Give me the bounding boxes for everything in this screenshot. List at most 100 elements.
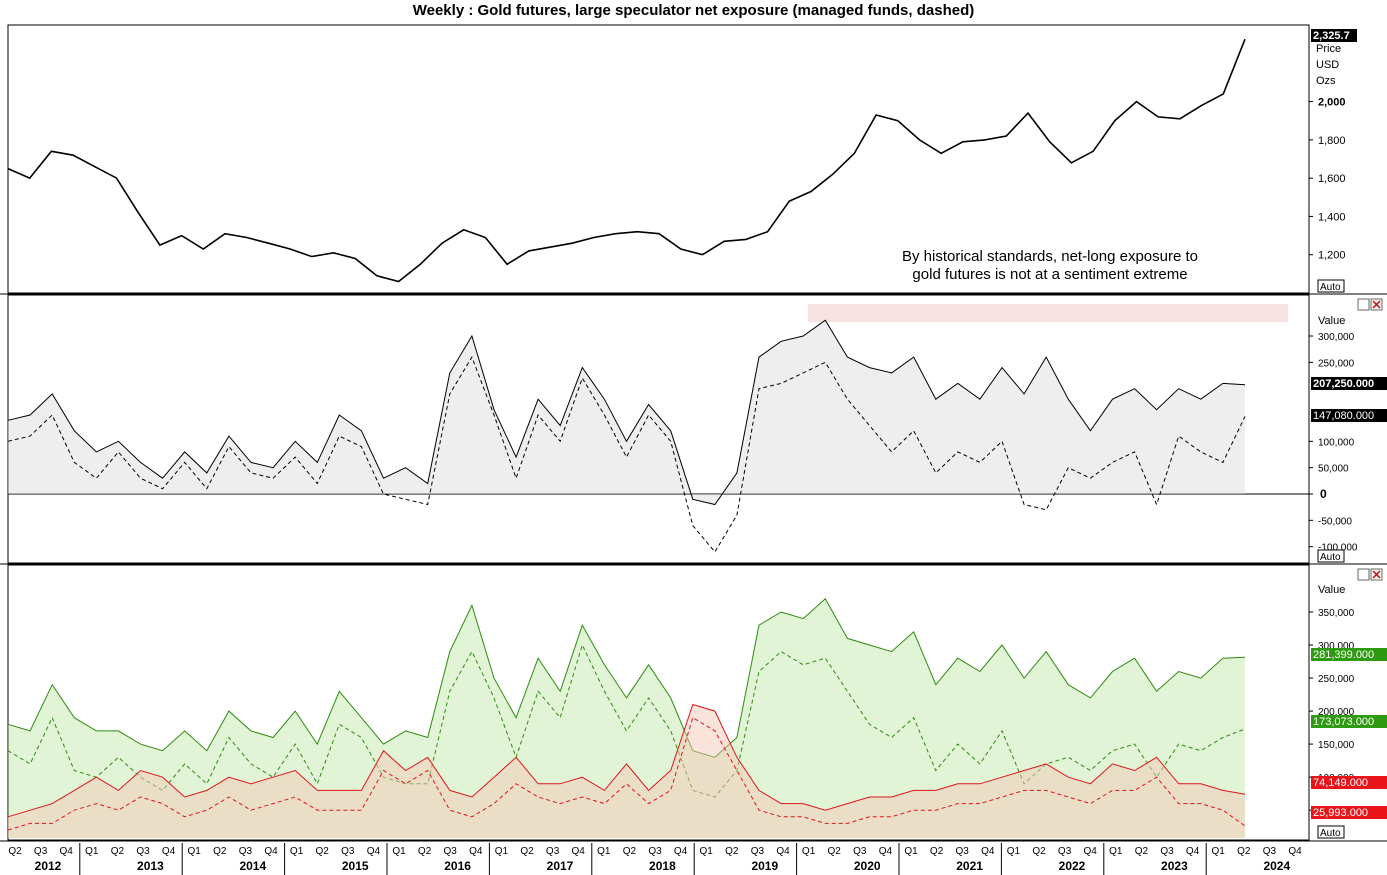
price-axis-header: Ozs: [1316, 75, 1336, 87]
price-y-tick-label: 1,200: [1318, 250, 1346, 262]
price-y-tick-label: 2,000: [1318, 97, 1346, 109]
ls-y-tick-label: 150,000: [1318, 740, 1355, 751]
x-quarter-label: Q3: [136, 846, 150, 857]
price-line: [7, 38, 1246, 283]
x-quarter-label: Q3: [648, 846, 662, 857]
x-quarter-label: Q4: [572, 846, 586, 857]
x-quarter-label: Q1: [1212, 846, 1226, 857]
x-year-label: 2018: [649, 859, 676, 873]
price-last-badge: [1311, 29, 1357, 42]
x-quarter-label: Q1: [290, 846, 304, 857]
x-quarter-label: Q3: [751, 846, 765, 857]
x-quarter-label: Q4: [162, 846, 176, 857]
net-y-tick-label: 250,000: [1318, 358, 1355, 369]
x-quarter-label: Q4: [981, 846, 995, 857]
short-dashed-line: [7, 716, 1246, 831]
close-icon-cross: [1372, 570, 1381, 579]
x-year-label: 2024: [1263, 859, 1290, 873]
auto-label: Auto: [1320, 552, 1341, 563]
x-quarter-label: Q1: [392, 846, 406, 857]
x-quarter-label: Q3: [546, 846, 560, 857]
close-icon-cross: [1372, 300, 1381, 309]
x-quarter-label: Q4: [1186, 846, 1200, 857]
annotation-line-2: gold futures is not at a sentiment extre…: [912, 266, 1188, 283]
auto-button: [1317, 825, 1345, 839]
x-quarter-label: Q2: [623, 846, 637, 857]
x-quarter-label: Q3: [341, 846, 355, 857]
x-year-label: 2013: [137, 859, 164, 873]
price-axis-header: Price: [1316, 43, 1341, 55]
x-quarter-label: Q3: [34, 846, 48, 857]
ls-axis-header: Value: [1318, 584, 1345, 596]
price-axis-header: USD: [1316, 59, 1339, 71]
x-quarter-label: Q4: [367, 846, 381, 857]
x-quarter-label: Q2: [1032, 846, 1046, 857]
x-quarter-label: Q2: [213, 846, 227, 857]
net-badge-label: 207,250.000: [1313, 378, 1374, 390]
ls-badge-label: 74,149.000: [1313, 777, 1368, 789]
ls-badge: [1311, 715, 1387, 728]
maximize-icon: [1357, 298, 1370, 311]
x-quarter-label: Q4: [879, 846, 893, 857]
x-quarter-label: Q4: [1084, 846, 1098, 857]
annotation-line-1: By historical standards, net-long exposu…: [902, 248, 1198, 265]
long-area-fill: [8, 598, 1245, 838]
net-badge-large-spec: [1311, 377, 1387, 390]
price-y-tick-label: 1,800: [1318, 135, 1346, 147]
net-badge-managed: [1311, 409, 1387, 422]
x-quarter-label: Q2: [8, 846, 22, 857]
ls-badge: [1311, 776, 1387, 789]
auto-button: [1317, 279, 1345, 293]
ls-badge-label: 281,399.000: [1313, 649, 1374, 661]
x-quarter-label: Q4: [264, 846, 278, 857]
net-y-tick-label: 300,000: [1318, 332, 1355, 343]
x-quarter-label: Q1: [188, 846, 202, 857]
extreme-zone: [808, 304, 1288, 322]
x-quarter-label: Q1: [1109, 846, 1123, 857]
x-quarter-label: Q4: [469, 846, 483, 857]
net-y-tick-label: 0: [1320, 487, 1327, 501]
auto-label: Auto: [1320, 282, 1341, 293]
ls-y-tick-label: 300,000: [1318, 641, 1355, 652]
x-quarter-label: Q2: [1135, 846, 1149, 857]
net-y-tick-label: -100,000: [1318, 543, 1358, 554]
ls-y-tick-label: 200,000: [1318, 707, 1355, 718]
x-year-label: 2012: [35, 859, 62, 873]
x-quarter-label: Q4: [1288, 846, 1302, 857]
x-quarter-label: Q2: [1237, 846, 1251, 857]
net-y-tick-label: -50,000: [1318, 516, 1352, 527]
x-quarter-label: Q2: [828, 846, 842, 857]
x-quarter-label: Q4: [674, 846, 688, 857]
chart-title: Weekly : Gold futures, large speculator …: [412, 2, 975, 19]
x-year-label: 2023: [1161, 859, 1188, 873]
x-quarter-label: Q1: [85, 846, 99, 857]
x-quarter-label: Q2: [930, 846, 944, 857]
x-year-label: 2020: [854, 859, 881, 873]
price-y-tick-label: 1,600: [1318, 173, 1346, 185]
price-y-tick-label: 1,400: [1318, 211, 1346, 223]
price-last-value: 2,325.7: [1313, 30, 1350, 42]
x-quarter-label: Q1: [495, 846, 509, 857]
net-y-tick-label: 100,000: [1318, 437, 1355, 448]
x-year-label: 2016: [444, 859, 471, 873]
x-quarter-label: Q1: [1007, 846, 1021, 857]
ls-badge-label: 25,993.000: [1313, 807, 1368, 819]
x-quarter-label: Q3: [853, 846, 867, 857]
x-quarter-label: Q1: [802, 846, 816, 857]
short-solid-line: [7, 703, 1246, 818]
panel-frame-1: [7, 24, 1310, 294]
short-area-fill: [8, 704, 1245, 838]
x-quarter-label: Q1: [700, 846, 714, 857]
long-solid-line: [7, 598, 1246, 758]
chart-annotation: By historical standards, net-long exposu…: [860, 248, 1240, 284]
x-quarter-label: Q4: [776, 846, 790, 857]
ls-badge: [1311, 648, 1387, 661]
large-spec-net-line: [7, 319, 1246, 506]
x-year-label: 2017: [547, 859, 574, 873]
x-quarter-label: Q3: [1058, 846, 1072, 857]
x-quarter-label: Q2: [111, 846, 125, 857]
panel-frame-3: [7, 564, 1310, 841]
net-badge-label: 147,080.000: [1313, 410, 1374, 422]
